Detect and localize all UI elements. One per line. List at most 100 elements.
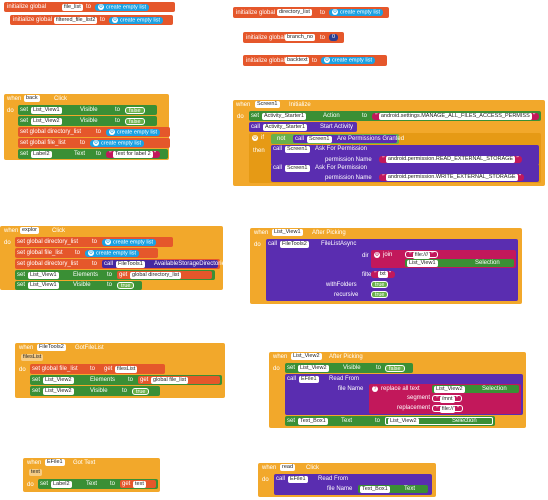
text-value[interactable]: android.permission.WRITE_EXTERNAL_STORAG… — [385, 174, 518, 181]
boolean-block[interactable]: true — [132, 387, 150, 395]
set-block[interactable]: set List_View2 Visible to false — [285, 363, 413, 373]
get-block[interactable]: get text — [120, 480, 156, 488]
event-explor-click[interactable]: when explor Click do set global director… — [0, 226, 228, 290]
property-getter-block[interactable]: List_View2 Selection — [385, 417, 493, 425]
var-name-field[interactable]: global directory_list — [130, 271, 182, 279]
set-block[interactable]: set List_View2 Elements to get global fi… — [30, 375, 222, 385]
create-empty-list-block[interactable]: ⚙ create empty list — [106, 128, 161, 136]
var-name-field[interactable]: filesList — [115, 365, 138, 373]
component-field[interactable]: FileTools2 — [37, 344, 66, 351]
component-field[interactable]: List_View1 — [28, 271, 59, 279]
text-block[interactable]: “Text for label 2” — [106, 150, 160, 158]
component-field[interactable]: Screen1 — [255, 101, 280, 108]
property-getter-block[interactable]: Text_Box1 Text — [358, 485, 428, 493]
component-field[interactable]: List_View2 — [298, 364, 329, 372]
event-param[interactable]: filesList — [21, 354, 44, 361]
get-global-block[interactable]: get global directory_list — [117, 271, 212, 279]
create-empty-list-block[interactable]: ⚙ create empty list — [329, 9, 384, 16]
var-name-field[interactable]: text — [133, 480, 146, 488]
global-branch-no-block[interactable]: initialize global branch_no to 0 — [243, 32, 344, 43]
component-field[interactable]: Activity_Starter1 — [263, 123, 308, 131]
set-block[interactable]: set Activity_Starter1 Action to “android… — [249, 111, 541, 121]
call-block[interactable]: call FileTools1 AvailableStorageDirector… — [102, 260, 228, 268]
component-field[interactable]: Screen1 — [285, 164, 310, 172]
component-field[interactable]: List_View2 — [388, 418, 419, 425]
component-field[interactable]: FileTools2 — [280, 240, 309, 248]
event-list-view1-after-picking[interactable]: when List_View1 After Picking do call Fi… — [250, 228, 522, 304]
set-global-block[interactable]: set global file_list to ⚙ create empty li… — [15, 248, 158, 258]
set-block[interactable]: set List_View2 Visible to true — [30, 386, 160, 396]
global-backtext-block[interactable]: initialize global backtext to ⚙ create em… — [243, 55, 387, 66]
event-back-click[interactable]: when back Click do set List_View1 Visibl… — [4, 94, 170, 160]
text-value[interactable]: android.permission.READ_EXTERNAL_STORAGE — [385, 156, 516, 163]
read-from-block[interactable]: call EFile1 Read From file Name Text_Box… — [274, 474, 432, 495]
create-empty-list-block[interactable]: ⚙ create empty list — [95, 3, 150, 11]
component-field[interactable]: EFile1 — [299, 375, 319, 383]
event-read-click[interactable]: when read Click do call EFile1 Read From… — [258, 463, 436, 497]
get-global-block[interactable]: get global file_list — [138, 376, 220, 384]
component-field[interactable]: List_View1 — [407, 259, 438, 267]
boolean-block[interactable]: false — [125, 117, 145, 125]
set-global-block[interactable]: set global directory_list to call FileTo… — [15, 259, 228, 269]
var-name-field[interactable]: directory_list — [277, 9, 312, 16]
component-field[interactable]: Text_Box1 — [298, 417, 328, 425]
if-block[interactable]: ⚙ if not call Screen1 Are Permissions Gr… — [249, 133, 541, 183]
var-name-field[interactable]: file_list — [62, 3, 83, 11]
component-field[interactable]: List_View1 — [28, 282, 59, 289]
set-block[interactable]: set List_View1 Visible to true — [15, 281, 142, 290]
component-field[interactable]: List_View2 — [31, 117, 62, 125]
read-from-block[interactable]: call EFile1 Read From file Name ? replac… — [285, 374, 523, 415]
call-block[interactable]: call Activity_Starter1 Start Activity — [249, 122, 357, 132]
text-block[interactable]: “android.permission.WRITE_EXTERNAL_STORA… — [379, 174, 525, 181]
event-efile1-got-text[interactable]: when EFile1 Got Text text do set Label2 … — [23, 458, 160, 492]
text-value[interactable]: Text for label 2 — [112, 150, 153, 158]
join-block[interactable]: ⚙ join “file:///” List_View1 Selection — [371, 250, 516, 268]
var-name-field[interactable]: branch_no — [285, 34, 315, 41]
var-name-field[interactable]: filtered_file_list2 — [54, 16, 98, 24]
create-empty-list-block[interactable]: ⚙ create empty list — [85, 249, 140, 257]
not-block[interactable]: not call Screen1 Are Permissions Granted — [271, 134, 404, 144]
text-block[interactable]: “file://” — [432, 405, 464, 413]
component-field[interactable]: back — [24, 95, 40, 102]
set-global-block[interactable]: set global file_list to get filesList — [30, 364, 165, 374]
call-block[interactable]: call Screen1 Are Permissions Granted — [293, 135, 404, 143]
var-name-field[interactable]: global file_list — [151, 376, 189, 384]
boolean-block[interactable]: true — [117, 282, 135, 289]
set-global-block[interactable]: set global directory_list to ⚙ create emp… — [18, 127, 170, 137]
boolean-block[interactable]: false — [125, 106, 145, 114]
create-empty-list-block[interactable]: ⚙ create empty list — [109, 16, 164, 24]
create-empty-list-block[interactable]: ⚙ create empty list — [90, 139, 145, 147]
set-global-block[interactable]: set global directory_list to ⚙ create emp… — [15, 237, 173, 247]
component-field[interactable]: EFile1 — [45, 459, 65, 466]
text-block[interactable]: “/mnt” — [432, 395, 463, 403]
file-list-async-block[interactable]: call FileTools2 FileListAsync dir ⚙ join… — [266, 239, 518, 301]
event-screen1-initialize[interactable]: when Screen1 Initialize do set Activity_… — [233, 100, 545, 186]
text-value[interactable]: android.settings.MANAGE_ALL_FILES_ACCESS… — [378, 112, 532, 120]
text-block[interactable]: “android.permission.READ_EXTERNAL_STORAG… — [379, 156, 522, 163]
create-empty-list-block[interactable]: ⚙ create empty list — [321, 57, 376, 64]
set-block[interactable]: set Text_Box1 Text to List_View2 Selecti… — [285, 416, 495, 426]
component-field[interactable]: read — [280, 464, 296, 471]
component-field[interactable]: Screen1 — [285, 145, 310, 153]
component-field[interactable]: Screen1 — [307, 135, 332, 143]
global-directory-list-block[interactable]: initialize global directory_list to ⚙ cre… — [233, 7, 389, 18]
component-field[interactable]: List_View2 — [43, 376, 74, 384]
component-field[interactable]: Label2 — [51, 480, 72, 488]
text-value[interactable]: txt — [377, 271, 388, 278]
var-name-field[interactable]: backtext — [285, 57, 310, 64]
component-field[interactable]: Activity_Starter1 — [262, 112, 307, 120]
property-getter-block[interactable]: List_View1 Selection — [405, 259, 514, 267]
set-block[interactable]: set List_View1 Visible to false — [18, 105, 157, 115]
component-field[interactable]: explor — [20, 227, 39, 234]
property-getter-block[interactable]: List_View2 Selection — [432, 385, 519, 393]
set-block[interactable]: set Label2 Text to “Text for label 2” — [18, 149, 168, 159]
global-file-list-block[interactable]: initialize global file_list to ⚙ create e… — [4, 2, 175, 12]
component-field[interactable]: List_View2 — [434, 385, 465, 393]
component-field[interactable]: List_View1 — [31, 106, 62, 114]
text-value[interactable]: file:/// — [412, 252, 431, 259]
component-field[interactable]: List_View1 — [272, 229, 303, 236]
set-global-block[interactable]: set global file_list to ⚙ create empty li… — [18, 138, 170, 148]
set-block[interactable]: set List_View1 Elements to get global di… — [15, 270, 215, 280]
event-param[interactable]: text — [29, 469, 42, 476]
component-field[interactable]: List_View2 — [43, 387, 74, 395]
